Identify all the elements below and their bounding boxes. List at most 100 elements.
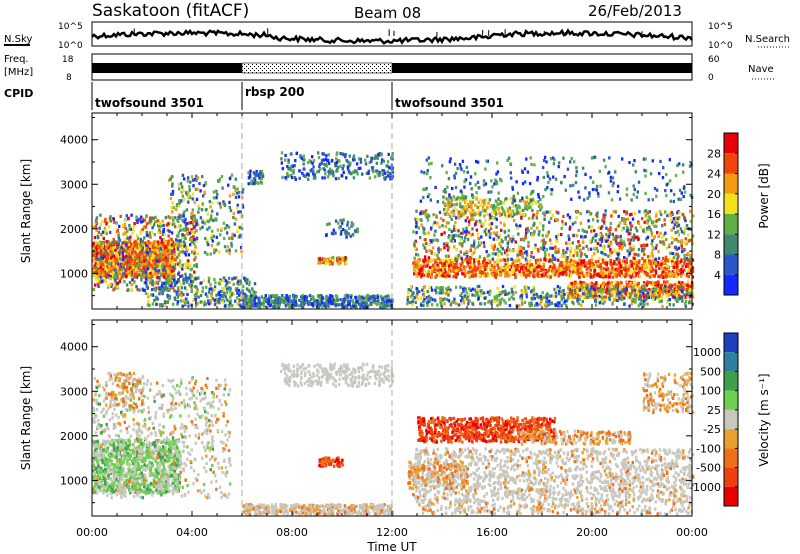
power-echo xyxy=(190,215,193,219)
power-echo xyxy=(553,256,556,260)
power-echo xyxy=(159,243,162,247)
power-echo xyxy=(503,267,506,271)
power-echo xyxy=(167,282,170,286)
power-echo xyxy=(227,304,231,308)
power-echo xyxy=(344,155,347,159)
power-echo xyxy=(104,267,107,271)
power-echo xyxy=(146,251,150,255)
power-echo xyxy=(312,165,315,169)
power-echo xyxy=(154,243,158,247)
power-echo xyxy=(554,245,557,249)
power-echo xyxy=(143,259,146,263)
power-echo xyxy=(93,247,96,251)
power-echo xyxy=(110,246,113,250)
power-echo xyxy=(275,293,278,298)
power-echo xyxy=(154,274,157,278)
power-echo xyxy=(126,229,129,233)
power-echo xyxy=(507,234,510,238)
power-echo xyxy=(691,234,695,238)
power-echo xyxy=(332,259,336,263)
power-echo xyxy=(601,218,604,223)
power-echo xyxy=(541,227,545,232)
power-echo xyxy=(370,159,373,163)
power-echo xyxy=(595,213,598,217)
power-echo xyxy=(562,249,565,253)
power-echo xyxy=(495,217,498,221)
power-echo xyxy=(210,294,213,298)
power-echo xyxy=(360,299,363,303)
power-echo xyxy=(520,273,524,277)
power-echo xyxy=(579,267,582,271)
power-echo xyxy=(460,231,463,235)
power-echo xyxy=(661,236,664,240)
power-echo xyxy=(311,155,314,159)
power-echo xyxy=(154,281,157,285)
power-echo xyxy=(320,158,324,162)
power-echo xyxy=(609,241,613,245)
power-echo xyxy=(414,263,417,267)
power-echo xyxy=(216,228,220,232)
power-echo xyxy=(103,255,107,259)
power-echo xyxy=(228,236,231,240)
power-echo xyxy=(119,276,123,280)
power-echo xyxy=(367,297,371,301)
power-echo xyxy=(101,254,104,259)
power-echo xyxy=(187,176,190,180)
power-echo xyxy=(219,233,222,237)
power-echo xyxy=(162,223,165,227)
power-echo xyxy=(391,152,394,156)
power-echo xyxy=(160,241,163,245)
power-echo xyxy=(173,267,177,271)
power-echo xyxy=(565,272,568,276)
power-echo xyxy=(365,299,369,303)
power-echo xyxy=(289,173,292,177)
power-echo xyxy=(117,248,120,252)
power-echo xyxy=(512,218,516,222)
power-echo xyxy=(200,281,203,285)
power-echo xyxy=(650,274,654,278)
power-echo xyxy=(680,242,683,246)
power-echo xyxy=(458,216,461,220)
power-echo xyxy=(122,241,125,245)
n-sky-trace xyxy=(91,28,693,45)
power-echo xyxy=(460,236,463,240)
power-echo xyxy=(578,243,581,248)
power-echo xyxy=(468,275,471,279)
power-echo xyxy=(420,275,423,279)
power-echo xyxy=(496,263,499,267)
power-echo xyxy=(192,184,195,188)
power-echo xyxy=(591,262,594,266)
power-echo xyxy=(241,190,244,194)
power-echo xyxy=(610,263,613,267)
power-echo xyxy=(446,274,449,278)
power-echo xyxy=(152,216,155,220)
power-echo xyxy=(626,226,629,230)
power-echo xyxy=(163,300,167,304)
power-echo xyxy=(581,228,584,232)
power-echo xyxy=(94,220,98,225)
power-echo xyxy=(370,156,374,160)
power-echo xyxy=(368,160,371,165)
power-echo xyxy=(307,177,310,181)
power-echo xyxy=(166,278,170,282)
power-echo xyxy=(193,237,196,241)
power-echo xyxy=(329,167,332,171)
power-echo xyxy=(571,241,574,245)
power-echo xyxy=(268,304,271,308)
power-echo xyxy=(179,216,182,220)
power-echo xyxy=(355,299,358,303)
power-echo xyxy=(630,262,633,267)
power-echo xyxy=(621,228,624,232)
power-echo xyxy=(155,261,158,265)
power-echo xyxy=(649,228,652,232)
power-echo xyxy=(118,274,121,278)
power-echo xyxy=(671,220,674,224)
power-echo xyxy=(468,223,471,227)
power-echo xyxy=(184,228,188,232)
power-echo xyxy=(259,301,262,305)
power-echo xyxy=(230,303,233,308)
power-echo xyxy=(197,276,200,280)
power-echo xyxy=(129,257,133,261)
power-echo xyxy=(569,258,573,262)
power-echo xyxy=(669,251,672,255)
